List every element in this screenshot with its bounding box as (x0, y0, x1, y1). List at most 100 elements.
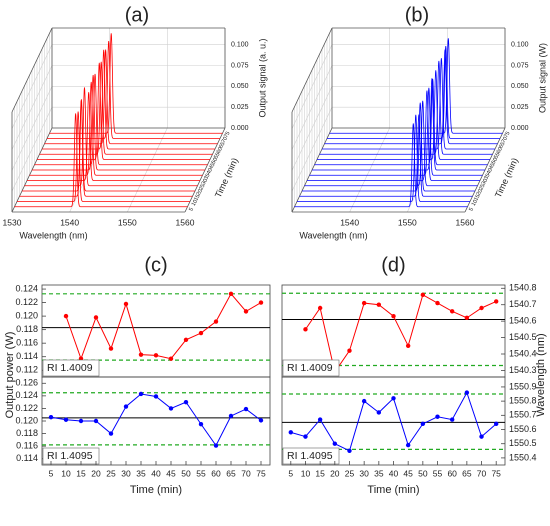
data-point (183, 337, 189, 342)
y-tick-label: 1540.4 (509, 348, 537, 358)
time-tick-label: 20 (196, 188, 204, 196)
time-tick-label: 5 (188, 207, 195, 213)
data-point (420, 292, 426, 298)
data-point (288, 430, 294, 435)
y-tick-label: 0.116 (16, 338, 38, 348)
x-tick-label: 1550 (118, 217, 137, 227)
spectrum-trace (314, 78, 488, 166)
time-tick-label: 45 (208, 162, 216, 170)
time-tick-label: 30 (201, 178, 209, 186)
panel-title: (b) (405, 4, 429, 26)
y-tick-label: 1550.4 (509, 452, 537, 462)
time-tick-label: 5 (468, 207, 475, 213)
data-line (290, 391, 497, 452)
time-tick-label: 25 (198, 183, 206, 191)
x-tick-label: 15 (315, 468, 325, 478)
y-tick-label: 1550.5 (509, 438, 537, 448)
data-point (183, 399, 189, 405)
y-tick-label: 0.118 (16, 428, 38, 438)
x-tick-label: 50 (181, 468, 191, 478)
time-tick-label: 65 (218, 141, 226, 149)
spectrum-trace (22, 99, 195, 192)
time-tick-label: 15 (193, 194, 201, 202)
data-point (243, 309, 249, 314)
x-tick-label: 45 (403, 468, 413, 478)
x-tick-label: 10 (61, 468, 71, 478)
x-tick-label: 70 (241, 468, 251, 478)
z-tick-label: 0.050 (231, 83, 249, 90)
data-point (228, 291, 234, 296)
time-tick-label: 60 (216, 146, 224, 154)
data-point (391, 314, 396, 319)
data-point (332, 441, 338, 446)
data-point (63, 417, 69, 422)
data-point (48, 415, 54, 420)
data-point (258, 300, 264, 305)
z-tick-label: 0.075 (231, 62, 249, 69)
spectrum-trace (32, 74, 205, 171)
data-point (361, 300, 367, 306)
data-point (168, 406, 174, 411)
data-point (258, 418, 264, 423)
time-tick-label: 35 (483, 173, 491, 181)
panel-label: RI 1.4009 (287, 362, 333, 374)
y-tick-label: 0.120 (15, 415, 38, 425)
y-tick-label: 1540.3 (509, 365, 537, 375)
x-tick-label: 30 (121, 468, 131, 478)
spectrum-trace (24, 87, 198, 187)
data-point (449, 309, 455, 314)
spectrum-trace (327, 45, 500, 139)
y-tick-label: 1540.5 (509, 332, 537, 342)
x-tick-label: 35 (136, 468, 146, 478)
y-tick-label: 0.116 (16, 441, 38, 451)
label-box (282, 359, 340, 377)
spectrum-trace (34, 73, 208, 166)
panel-title: (a) (125, 4, 149, 26)
time-tick-label: 60 (496, 146, 504, 154)
data-point (123, 404, 129, 409)
data-point (153, 394, 159, 399)
data-point (317, 417, 323, 422)
data-point (303, 434, 308, 439)
spectrum-trace (27, 92, 200, 181)
y-tick-label: 1550.9 (509, 381, 537, 391)
x-tick-label: 45 (166, 468, 176, 478)
x-axis-label: Wavelength (nm) (299, 230, 367, 240)
data-point (108, 346, 114, 351)
y-tick-label: 0.114 (16, 453, 38, 463)
y-axis-label: Output power (W) (4, 332, 16, 419)
label-box (42, 447, 100, 465)
time-tick-label: 75 (503, 131, 511, 139)
x-tick-label: 1540 (340, 217, 359, 227)
panel-title: (c) (144, 254, 167, 276)
time-tick-label: 65 (498, 141, 506, 149)
z-axis-label: Output signal (a. u.) (257, 38, 267, 117)
data-point (228, 413, 234, 419)
data-point (317, 305, 323, 311)
time-tick-label: 30 (481, 178, 489, 186)
panel-label: RI 1.4095 (287, 450, 333, 462)
x-tick-label: 55 (196, 468, 206, 478)
data-point (479, 434, 484, 439)
data-point (435, 414, 440, 419)
label-box (42, 359, 100, 377)
panel-title: (d) (381, 254, 405, 276)
axis-line (11, 27, 53, 113)
spectrum-trace (49, 33, 223, 134)
data-point (108, 431, 114, 436)
x-tick-label: 1550 (398, 217, 417, 227)
y-tick-label: 1540.7 (509, 299, 537, 309)
y-tick-label: 0.124 (15, 390, 38, 400)
z-tick-label: 0.075 (511, 62, 529, 69)
data-point (78, 418, 84, 424)
y-tick-label: 1540.8 (509, 283, 537, 293)
z-tick-label: 0.100 (231, 42, 249, 49)
x-tick-label: 20 (330, 468, 340, 478)
time-tick-label: 55 (213, 152, 221, 160)
label-box (282, 447, 340, 465)
time-tick-label: 70 (501, 136, 509, 144)
data-point (464, 390, 470, 395)
y-tick-label: 1540.6 (509, 316, 537, 326)
axis-line (291, 27, 333, 113)
